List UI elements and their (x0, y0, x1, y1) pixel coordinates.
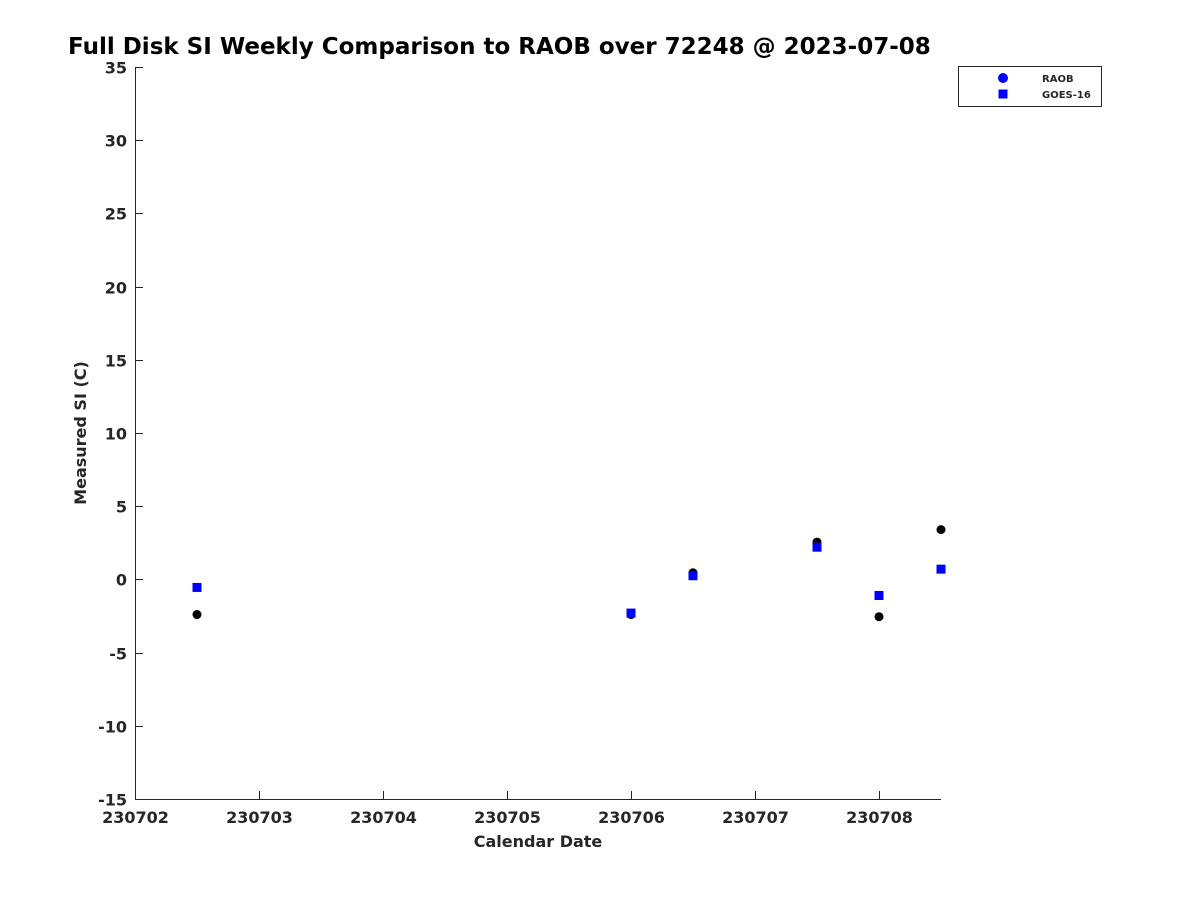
y-tick-label: 35 (105, 59, 127, 78)
legend-raob-label: RAOB (1042, 74, 1074, 85)
y-axis-label: Measured SI (C) (71, 361, 90, 505)
goes-16-point (688, 571, 698, 581)
axes: 230702 230703 230704 230705 230706 230707 2307… (98, 59, 941, 827)
raob-point (192, 610, 202, 620)
raob-point (936, 525, 946, 535)
y-tick-label: 25 (105, 205, 127, 224)
y-tick-label: 30 (105, 132, 127, 151)
x-tick-label: 230702 (102, 808, 169, 827)
x-axis-label: Calendar Date (474, 832, 603, 851)
goes-16-point (812, 542, 822, 552)
y-tick-label: 15 (105, 352, 127, 371)
y-tick-label: 20 (105, 279, 127, 298)
y-tick-label: 5 (116, 498, 127, 517)
x-tick-label: 230707 (722, 808, 789, 827)
y-tick-label: -15 (98, 791, 127, 810)
legend-raob-marker (998, 73, 1008, 83)
x-tick-label: 230704 (350, 808, 417, 827)
goes-16-point (192, 582, 202, 592)
goes-16-point (936, 564, 946, 574)
legend: RAOB GOES-16 (958, 66, 1102, 107)
y-tick-label: -10 (98, 718, 127, 737)
x-tick-label: 230706 (598, 808, 665, 827)
y-tick-label: 10 (105, 425, 127, 444)
legend-goes-marker (998, 89, 1008, 99)
goes-16-point (874, 591, 884, 601)
legend-box (958, 66, 1102, 107)
data-points (192, 525, 946, 622)
y-tick-label: -5 (109, 645, 127, 664)
x-tick-label: 230703 (226, 808, 293, 827)
x-tick-label: 230708 (846, 808, 913, 827)
y-tick-label: 0 (116, 571, 127, 590)
x-tick-label: 230705 (474, 808, 541, 827)
chart-title: Full Disk SI Weekly Comparison to RAOB o… (68, 34, 931, 60)
goes-16-point (626, 608, 636, 618)
legend-goes-label: GOES-16 (1042, 90, 1091, 101)
raob-point (874, 612, 884, 622)
